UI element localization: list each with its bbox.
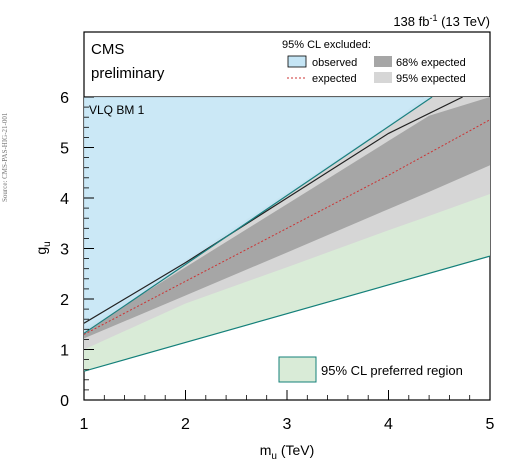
legend-header: 95% CL excluded: bbox=[282, 39, 371, 51]
y-axis-title: gu bbox=[33, 241, 53, 254]
legend-band95-swatch bbox=[374, 72, 392, 83]
y-axis-ticks: 0 1 2 3 4 5 6 bbox=[60, 90, 94, 410]
lumi-label: 138 fb-1 (13 TeV) bbox=[393, 13, 490, 29]
observed-limit-line bbox=[84, 97, 463, 324]
benchmark-label: VLQ BM 1 bbox=[89, 103, 145, 117]
x-tick-label: 5 bbox=[486, 416, 495, 433]
y-tick-label: 1 bbox=[60, 343, 69, 360]
legend-expected-label: expected bbox=[312, 73, 357, 85]
y-tick-label: 6 bbox=[60, 90, 69, 107]
y-tick-label: 5 bbox=[60, 141, 69, 158]
legend-band68-label: 68% expected bbox=[396, 57, 466, 69]
x-axis-title: mu (TeV) bbox=[260, 442, 315, 462]
y-tick-label: 4 bbox=[60, 191, 69, 208]
x-axis-ticks: 1 2 3 4 5 bbox=[80, 390, 495, 433]
y-tick-label: 2 bbox=[60, 292, 69, 309]
y-tick-label: 3 bbox=[60, 242, 69, 259]
legend-observed-swatch bbox=[287, 55, 307, 68]
x-tick-label: 4 bbox=[384, 416, 393, 433]
preferred-lower-boundary-line bbox=[84, 255, 490, 372]
y-tick-label: 0 bbox=[60, 393, 69, 410]
experiment-label: CMS bbox=[91, 41, 124, 58]
legend-observed-label: observed bbox=[312, 57, 357, 69]
x-tick-label: 3 bbox=[283, 416, 292, 433]
band-68-expected bbox=[84, 97, 490, 339]
status-label: preliminary bbox=[91, 65, 165, 82]
x-tick-label: 1 bbox=[80, 416, 89, 433]
legend-band68-swatch bbox=[374, 56, 392, 67]
legend-preferred-swatch bbox=[278, 356, 317, 383]
legend-band95-label: 95% expected bbox=[396, 73, 466, 85]
expected-limit-line bbox=[84, 119, 490, 335]
legend-preferred-label: 95% CL preferred region bbox=[321, 363, 463, 378]
x-tick-label: 2 bbox=[181, 416, 190, 433]
observed-boundary-line bbox=[84, 97, 433, 334]
